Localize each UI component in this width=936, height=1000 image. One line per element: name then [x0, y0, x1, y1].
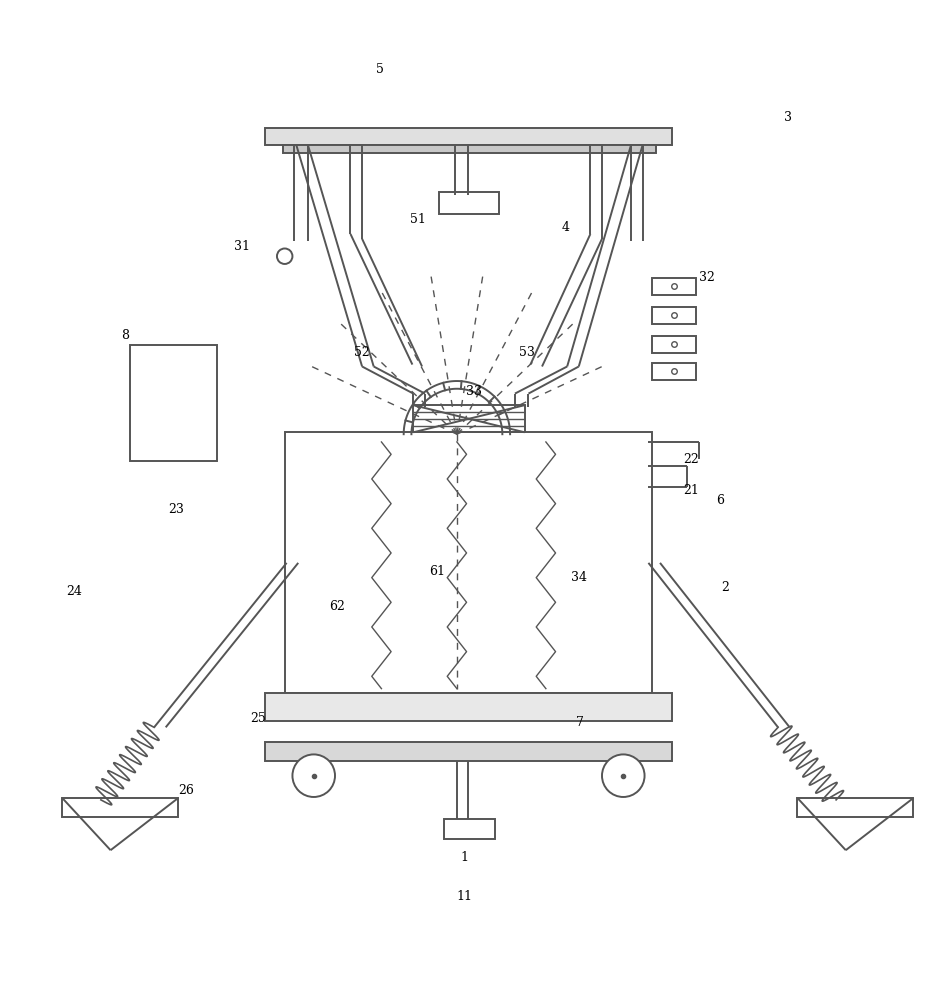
Text: 24: 24 — [66, 585, 81, 598]
Text: 11: 11 — [456, 890, 472, 903]
Bar — [130, 345, 217, 461]
Bar — [265, 693, 671, 721]
Text: 3: 3 — [782, 111, 791, 124]
Text: 23: 23 — [168, 503, 184, 516]
Bar — [413, 405, 524, 432]
Text: 4: 4 — [561, 221, 569, 234]
Text: 32: 32 — [697, 271, 713, 284]
Bar — [797, 798, 913, 817]
Text: 6: 6 — [715, 493, 724, 506]
Text: 1: 1 — [461, 851, 468, 864]
Text: 51: 51 — [410, 213, 426, 226]
Bar — [651, 363, 695, 380]
Text: 52: 52 — [354, 346, 370, 359]
Text: 7: 7 — [576, 716, 583, 729]
Bar — [439, 192, 499, 214]
Text: 53: 53 — [518, 346, 534, 359]
Text: 61: 61 — [429, 565, 446, 578]
Text: 31: 31 — [234, 240, 250, 253]
Text: 8: 8 — [121, 329, 129, 342]
Circle shape — [277, 248, 292, 264]
Text: 2: 2 — [720, 581, 728, 594]
Text: 21: 21 — [682, 484, 698, 497]
Bar — [265, 742, 671, 761]
Text: 5: 5 — [375, 63, 383, 76]
Text: 62: 62 — [329, 600, 344, 613]
Bar — [265, 128, 671, 145]
Text: 22: 22 — [682, 453, 698, 466]
Bar — [285, 432, 651, 693]
Circle shape — [292, 754, 335, 797]
Bar — [651, 336, 695, 353]
Text: 25: 25 — [250, 712, 265, 725]
Text: 34: 34 — [570, 571, 586, 584]
Bar — [651, 278, 695, 295]
Circle shape — [601, 754, 644, 797]
Bar — [651, 307, 695, 324]
Text: 26: 26 — [178, 784, 194, 797]
Bar — [444, 819, 494, 839]
Text: 33: 33 — [466, 385, 482, 398]
Bar — [283, 145, 655, 153]
Bar — [62, 798, 178, 817]
